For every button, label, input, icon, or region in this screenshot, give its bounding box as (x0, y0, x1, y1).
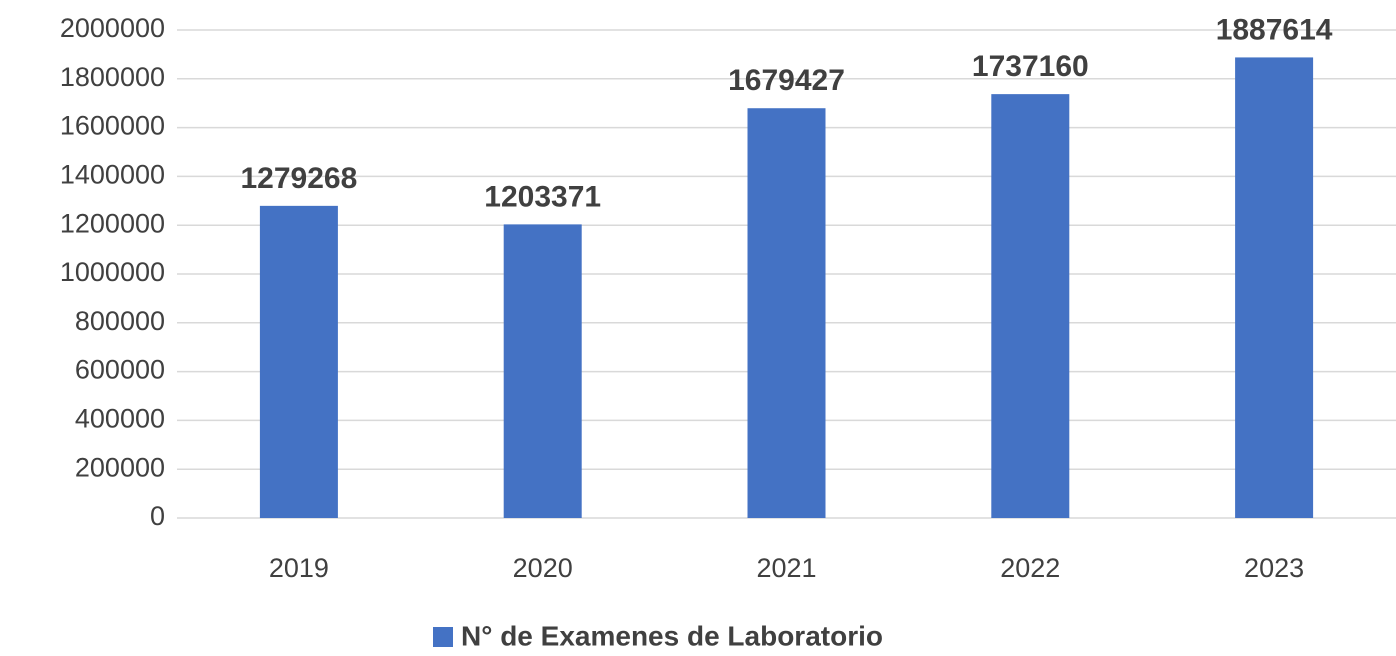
data-label: 1203371 (484, 180, 601, 213)
y-tick-label: 1600000 (60, 111, 165, 141)
x-tick-label: 2021 (756, 553, 816, 583)
bar (259, 205, 338, 518)
y-tick-label: 1200000 (60, 208, 165, 238)
y-tick-label: 0 (150, 501, 165, 531)
bar (991, 94, 1070, 518)
bar (1235, 57, 1314, 519)
y-tick-label: 200000 (75, 452, 165, 482)
legend-swatch (433, 627, 453, 647)
data-label: 1279268 (241, 162, 358, 195)
data-label: 1679427 (728, 64, 845, 97)
y-tick-label: 1400000 (60, 160, 165, 190)
y-tick-label: 1000000 (60, 257, 165, 287)
x-tick-label: 2023 (1244, 553, 1304, 583)
y-tick-label: 400000 (75, 404, 165, 434)
y-tick-label: 600000 (75, 355, 165, 385)
x-tick-label: 2020 (513, 553, 573, 583)
y-tick-label: 800000 (75, 306, 165, 336)
bar (747, 108, 826, 518)
x-tick-label: 2022 (1000, 553, 1060, 583)
x-tick-label: 2019 (269, 553, 329, 583)
bar (503, 224, 582, 518)
data-label: 1737160 (972, 50, 1089, 83)
y-tick-label: 1800000 (60, 62, 165, 92)
legend-label: N° de Examenes de Laboratorio (461, 620, 883, 651)
data-label: 1887614 (1216, 13, 1333, 46)
y-tick-label: 2000000 (60, 13, 165, 43)
